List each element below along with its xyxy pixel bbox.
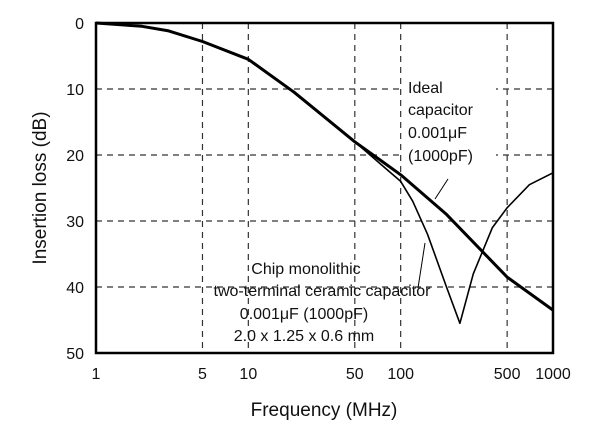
series-lines	[95, 21, 554, 325]
chip-line-1: Chip monolithic	[251, 261, 360, 278]
ideal-line-1: Ideal	[408, 80, 443, 97]
chip-capacitor-line	[95, 22, 554, 325]
chip-line-2: two-terminal ceramic capacitor	[214, 283, 432, 300]
plot-frame	[94, 21, 555, 355]
x-tick-label: 1	[92, 366, 101, 383]
x-axis-label: Frequency (MHz)	[251, 400, 398, 421]
y-axis-label: Insertion loss (dB)	[30, 111, 51, 264]
chip-leader-line	[417, 242, 426, 289]
chip-line-4: 2.0 x 1.25 x 0.6 mm	[234, 328, 375, 345]
ideal-annotation: Ideal capacitor 0.001μF (1000pF)	[404, 76, 496, 200]
y-tick-label: 10	[66, 82, 84, 99]
y-tick-label: 50	[66, 346, 84, 363]
chip-annotation: Chip monolithic two-terminal ceramic cap…	[214, 242, 432, 345]
ideal-line-3: 0.001μF	[408, 125, 467, 142]
tick-labels: 1 5 10 50 100 500 1000 0 10 20 30 40 50	[66, 16, 571, 383]
chip-line-3: 0.001μF (1000pF)	[240, 306, 368, 323]
ideal-line-2: capacitor	[408, 102, 474, 119]
y-tick-label: 30	[66, 214, 84, 231]
ideal-leader-line	[434, 178, 449, 200]
x-tick-label: 100	[387, 366, 414, 383]
x-tick-label: 5	[198, 366, 207, 383]
x-tick-label: 1000	[535, 366, 571, 383]
ideal-line-4: (1000pF)	[408, 148, 473, 165]
y-tick-label: 0	[75, 16, 84, 33]
grid	[96, 23, 553, 353]
x-tick-label: 500	[494, 366, 521, 383]
x-tick-label: 10	[239, 366, 257, 383]
y-tick-label: 20	[66, 148, 84, 165]
x-tick-label: 50	[346, 366, 364, 383]
y-tick-label: 40	[66, 280, 84, 297]
